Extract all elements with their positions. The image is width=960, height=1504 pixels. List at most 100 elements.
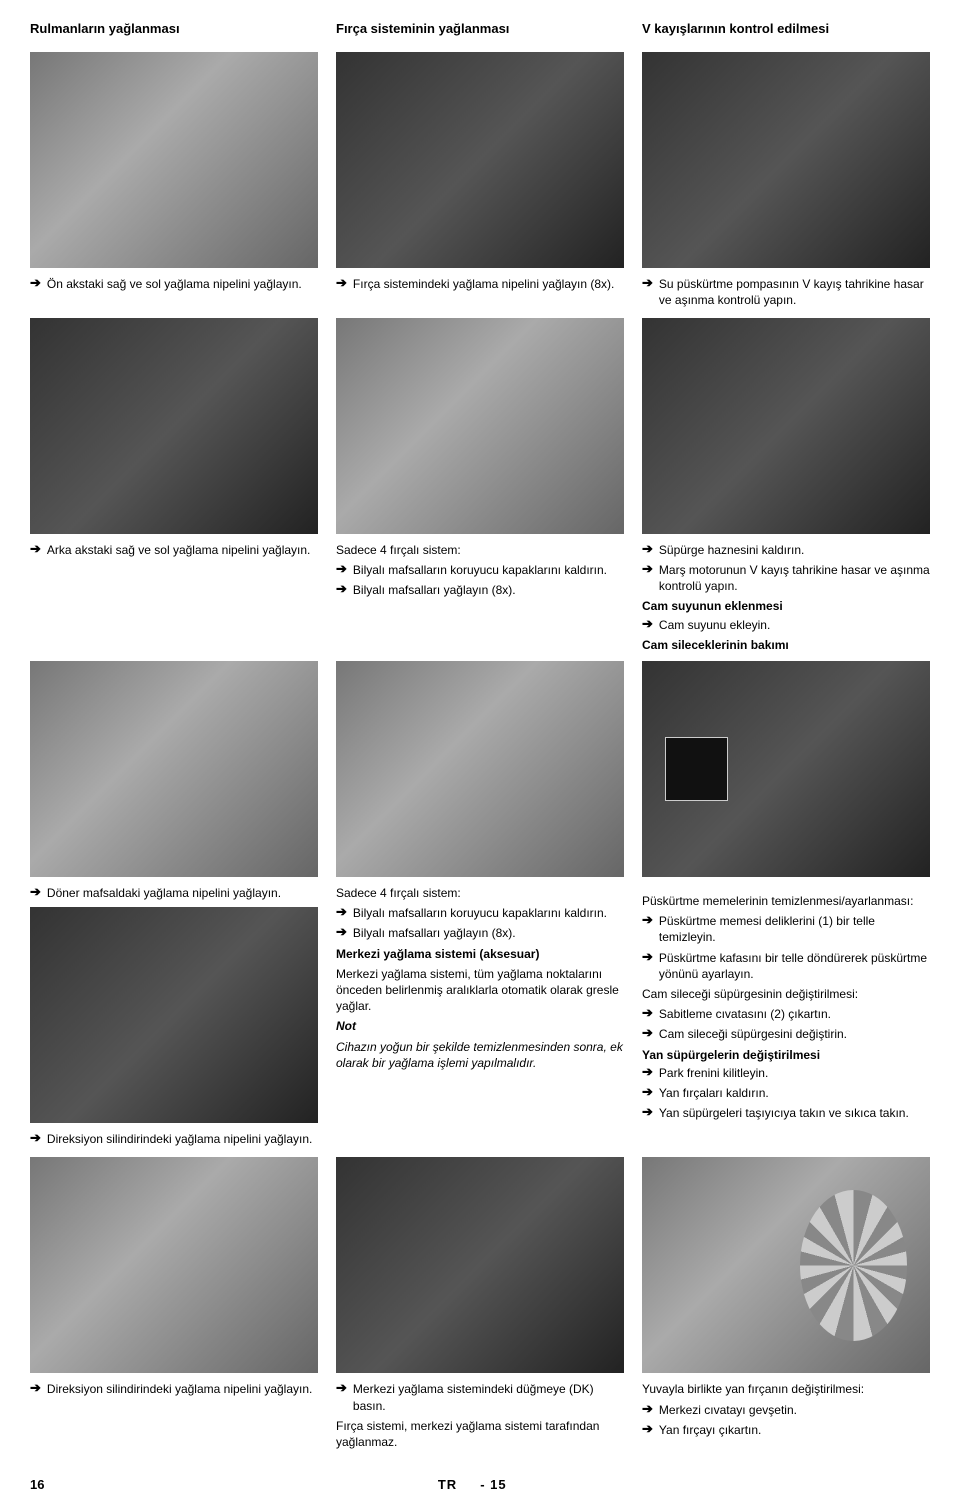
arrow-icon: ➔ (642, 1006, 653, 1022)
text: Fırça sistemindeki yağlama nipelini yağl… (353, 276, 624, 292)
bullet: ➔ Ön akstaki sağ ve sol yağlama nipelini… (30, 276, 318, 292)
bullet: ➔ Bilyalı mafsalların koruyucu kapakları… (336, 562, 624, 578)
arrow-icon: ➔ (30, 885, 41, 901)
intro-text: Sadece 4 fırçalı sistem: (336, 885, 624, 901)
bullet: ➔ Sabitleme cıvatasını (2) çıkartın. (642, 1006, 930, 1022)
text: Merkezi cıvatayı gevşetin. (659, 1402, 930, 1418)
text: Yuvayla birlikte yan fırçanın değiştiril… (642, 1381, 930, 1397)
text: Park frenini kilitleyin. (659, 1065, 930, 1081)
text: Cam sileceği süpürgesini değiştirin. (659, 1026, 930, 1042)
bullet: ➔ Cam suyunu ekleyin. (642, 617, 930, 633)
text: Fırça sistemi, merkezi yağlama sistemi t… (336, 1418, 624, 1450)
arrow-icon: ➔ (642, 617, 653, 633)
arrow-icon: ➔ (642, 1422, 653, 1438)
text: Yan fırçayı çıkartın. (659, 1422, 930, 1438)
arrow-icon: ➔ (642, 1085, 653, 1101)
arrow-icon: ➔ (30, 542, 41, 558)
arrow-icon: ➔ (336, 1381, 347, 1413)
text: Döner mafsaldaki yağlama nipelini yağlay… (47, 885, 318, 901)
figure-side-brush-bottom (642, 1157, 930, 1373)
text: Arka akstaki sağ ve sol yağlama nipelini… (47, 542, 318, 558)
col3-heading: V kayışlarının kontrol edilmesi (642, 20, 930, 38)
bullet: ➔ Yan süpürgeleri taşıyıcıya takın ve sı… (642, 1105, 930, 1121)
footer-left: 16 (30, 1476, 44, 1494)
footer-lang: TR (438, 1477, 457, 1492)
arrow-icon: ➔ (30, 1381, 41, 1397)
figure-wiper-nozzle (642, 661, 930, 877)
arrow-icon: ➔ (336, 276, 347, 292)
bullet: ➔ Direksiyon silindirindeki yağlama nipe… (30, 1131, 318, 1147)
arrow-icon: ➔ (30, 276, 41, 292)
text: Bilyalı mafsalları yağlayın (8x). (353, 582, 624, 598)
subheading-central-lube: Merkezi yağlama sistemi (aksesuar) (336, 946, 624, 962)
bullet: ➔ Yan fırçaları kaldırın. (642, 1085, 930, 1101)
bullet: ➔ Cam sileceği süpürgesini değiştirin. (642, 1026, 930, 1042)
figure-swivel-joint (30, 661, 318, 877)
arrow-icon: ➔ (642, 276, 653, 308)
bullet: ➔ Merkezi yağlama sistemindeki düğmeye (… (336, 1381, 624, 1413)
note-text: Cihazın yoğun bir şekilde temizlenmesind… (336, 1039, 624, 1071)
figure-vbelt-starter (642, 318, 930, 534)
text: Su püskürtme pompasının V kayış tahrikin… (659, 276, 930, 308)
text: Yan fırçaları kaldırın. (659, 1085, 930, 1101)
figure-steering-cyl-1 (30, 907, 318, 1123)
col2-heading: Fırça sisteminin yağlanması (336, 20, 624, 38)
bullet: ➔ Püskürtme memesi deliklerini (1) bir t… (642, 913, 930, 945)
figure-steering-cyl-2 (30, 1157, 318, 1373)
bullet: ➔ Direksiyon silindirindeki yağlama nipe… (30, 1381, 318, 1397)
text: Süpürge haznesini kaldırın. (659, 542, 930, 558)
text: Direksiyon silindirindeki yağlama nipeli… (47, 1381, 318, 1397)
arrow-icon: ➔ (642, 1065, 653, 1081)
figure-brush-joints (336, 318, 624, 534)
text: Merkezi yağlama sistemi, tüm yağlama nok… (336, 966, 624, 1015)
figure-rear-axle (30, 318, 318, 534)
footer-center: TR - 15 (44, 1476, 900, 1494)
subheading-washer-fluid: Cam suyunun eklenmesi (642, 598, 930, 614)
arrow-icon: ➔ (642, 562, 653, 594)
figure-vbelt-pump (642, 52, 930, 268)
text: Sabitleme cıvatasını (2) çıkartın. (659, 1006, 930, 1022)
arrow-icon: ➔ (642, 1105, 653, 1121)
arrow-icon: ➔ (642, 1402, 653, 1418)
figure-central-lube-button (336, 1157, 624, 1373)
arrow-icon: ➔ (642, 913, 653, 945)
arrow-icon: ➔ (336, 562, 347, 578)
text: Bilyalı mafsalların koruyucu kapaklarını… (353, 562, 624, 578)
subheading-wiper-maint: Cam sileceklerinin bakımı (642, 637, 930, 653)
text: Püskürtme memesi deliklerini (1) bir tel… (659, 913, 930, 945)
figure-ball-joints-2 (336, 661, 624, 877)
text: Cam suyunu ekleyin. (659, 617, 930, 633)
arrow-icon: ➔ (642, 1026, 653, 1042)
bullet: ➔ Su püskürtme pompasının V kayış tahrik… (642, 276, 930, 308)
bullet: ➔ Marş motorunun V kayış tahrikine hasar… (642, 562, 930, 594)
note-heading: Not (336, 1018, 624, 1034)
text: Marş motorunun V kayış tahrikine hasar v… (659, 562, 930, 594)
bullet: ➔ Döner mafsaldaki yağlama nipelini yağl… (30, 885, 318, 901)
bullet: ➔ Püskürtme kafasını bir telle döndürere… (642, 950, 930, 982)
bullet: ➔ Yan fırçayı çıkartın. (642, 1422, 930, 1438)
text: Püskürtme kafasını bir telle döndürerek … (659, 950, 930, 982)
text: Ön akstaki sağ ve sol yağlama nipelini y… (47, 276, 318, 292)
bullet: ➔ Süpürge haznesini kaldırın. (642, 542, 930, 558)
text: Direksiyon silindirindeki yağlama nipeli… (47, 1131, 318, 1147)
text: Yan süpürgeleri taşıyıcıya takın ve sıkı… (659, 1105, 930, 1121)
bullet: ➔ Bilyalı mafsalları yağlayın (8x). (336, 582, 624, 598)
footer-page: - 15 (480, 1477, 506, 1492)
bullet: ➔ Merkezi cıvatayı gevşetin. (642, 1402, 930, 1418)
arrow-icon: ➔ (336, 925, 347, 941)
arrow-icon: ➔ (30, 1131, 41, 1147)
text: Püskürtme memelerinin temizlenmesi/ayarl… (642, 893, 930, 909)
col1-heading: Rulmanların yağlanması (30, 20, 318, 38)
bullet: ➔ Bilyalı mafsalları yağlayın (8x). (336, 925, 624, 941)
text: Cam sileceği süpürgesinin değiştirilmesi… (642, 986, 930, 1002)
bullet: ➔ Park frenini kilitleyin. (642, 1065, 930, 1081)
bullet: ➔ Fırça sistemindeki yağlama nipelini ya… (336, 276, 624, 292)
figure-brush-system (336, 52, 624, 268)
subheading-side-brush: Yan süpürgelerin değiştirilmesi (642, 1047, 930, 1063)
text: Bilyalı mafsalları yağlayın (8x). (353, 925, 624, 941)
arrow-icon: ➔ (336, 582, 347, 598)
intro-text: Sadece 4 fırçalı sistem: (336, 542, 624, 558)
page-footer: 16 TR - 15 (30, 1476, 930, 1494)
arrow-icon: ➔ (642, 950, 653, 982)
arrow-icon: ➔ (642, 542, 653, 558)
